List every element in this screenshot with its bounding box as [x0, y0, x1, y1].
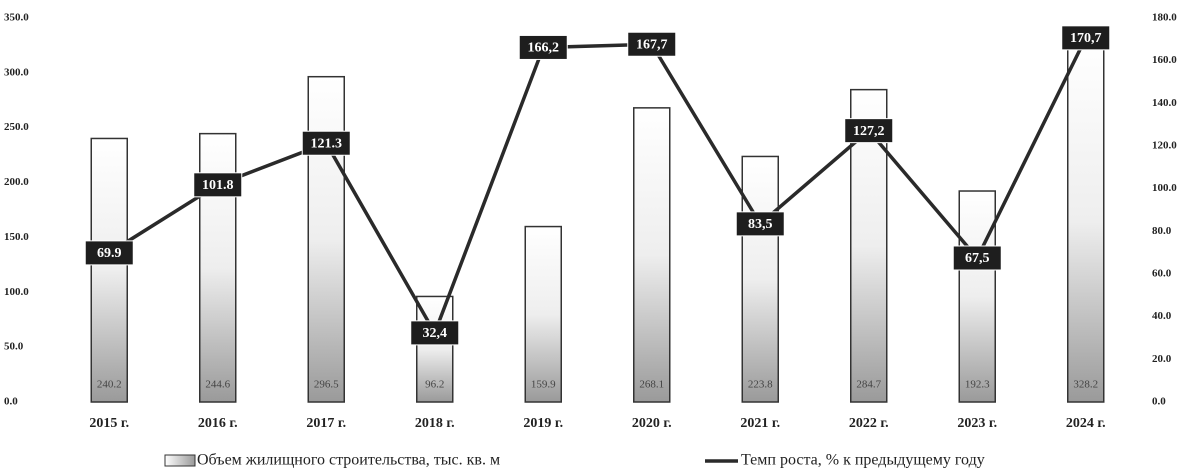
- y-tick-label: 250.0: [4, 121, 29, 133]
- y-tick-label: 350.0: [4, 12, 29, 24]
- line-value-label: 67,5: [965, 251, 990, 266]
- x-tick-label: 2017 г.: [306, 416, 346, 431]
- x-tick-label: 2023 г.: [957, 416, 997, 431]
- y2-tick-label: 140.0: [1152, 97, 1177, 109]
- y2-tick-label: 20.0: [1152, 353, 1172, 365]
- line-label-box: [193, 172, 243, 198]
- x-tick-label: 2015 г.: [89, 416, 129, 431]
- x-tick-label: 2019 г.: [523, 416, 563, 431]
- y2-tick-label: 0.0: [1152, 396, 1166, 408]
- y2-tick-label: 80.0: [1152, 225, 1172, 237]
- bar-value-label: 244.6: [205, 379, 230, 391]
- legend-swatch: [164, 454, 196, 467]
- bar-value-label: 192.3: [965, 379, 990, 391]
- line-value-label: 101.8: [202, 178, 234, 193]
- y-tick-label: 0.0: [4, 396, 18, 408]
- bar-value-label: 268.1: [639, 379, 664, 391]
- line-label-box: [735, 211, 785, 237]
- y2-tick-label: 100.0: [1152, 182, 1177, 194]
- line-value-label: 170,7: [1070, 31, 1102, 46]
- bar-value-label: 159.9: [531, 379, 556, 391]
- legend-label: Объем жилищного строительства, тыс. кв. …: [197, 452, 500, 469]
- line-value-label: 127,2: [853, 124, 885, 139]
- y-tick-label: 100.0: [4, 286, 29, 298]
- bar-value-label: 240.2: [97, 379, 122, 391]
- line-label-box: [518, 34, 568, 60]
- x-tick-label: 2021 г.: [740, 416, 780, 431]
- y-tick-label: 50.0: [4, 341, 24, 353]
- line-value-label: 121.3: [311, 136, 343, 151]
- line-value-label: 166,2: [528, 41, 560, 56]
- bar: [958, 190, 996, 403]
- bar-value-label: 96.2: [425, 379, 444, 391]
- line: [108, 37, 1088, 337]
- line-label-box: [410, 320, 460, 346]
- bar: [1067, 41, 1105, 403]
- line-label-box: [952, 245, 1002, 271]
- x-tick-label: 2022 г.: [849, 416, 889, 431]
- y-tick-label: 300.0: [4, 66, 29, 78]
- bar-value-label: 223.8: [748, 379, 773, 391]
- y-tick-label: 150.0: [4, 231, 29, 243]
- y2-tick-label: 40.0: [1152, 310, 1172, 322]
- y2-tick-label: 120.0: [1152, 140, 1177, 152]
- bar: [524, 225, 562, 403]
- line-value-label: 83,5: [748, 217, 773, 232]
- y-tick-label: 200.0: [4, 176, 29, 188]
- x-tick-label: 2016 г.: [198, 416, 238, 431]
- line-label-box: [627, 31, 677, 57]
- line-value-label: 167,7: [636, 37, 668, 52]
- bar-value-label: 296.5: [314, 379, 339, 391]
- x-tick-label: 2018 г.: [415, 416, 455, 431]
- line-label-box: [84, 240, 134, 266]
- bar: [741, 155, 779, 403]
- x-tick-label: 2020 г.: [632, 416, 672, 431]
- legend-label: Темп роста, % к предыдущему году: [741, 452, 985, 469]
- y2-tick-label: 180.0: [1152, 12, 1177, 24]
- bar-value-label: 284.7: [856, 379, 881, 391]
- x-tick-label: 2024 г.: [1066, 416, 1106, 431]
- line-label-box: [301, 130, 351, 156]
- y2-tick-label: 60.0: [1152, 268, 1172, 280]
- line-value-label: 32,4: [423, 326, 448, 341]
- line-value-label: 69.9: [97, 246, 122, 261]
- line-label-box: [844, 118, 894, 144]
- y2-tick-label: 160.0: [1152, 54, 1177, 66]
- bar: [307, 75, 345, 403]
- line-label-box: [1061, 25, 1111, 51]
- bar-value-label: 328.2: [1073, 379, 1098, 391]
- bar: [90, 137, 128, 403]
- bar: [633, 107, 671, 403]
